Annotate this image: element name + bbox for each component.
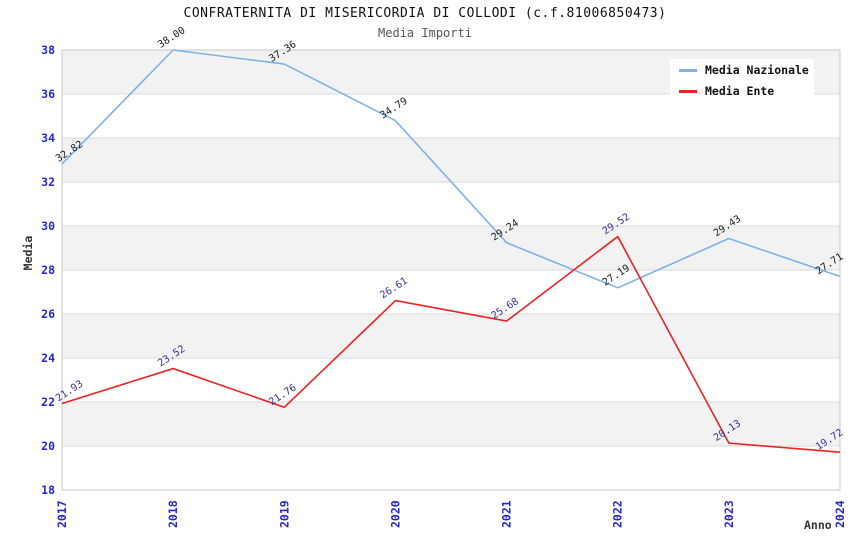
legend: Media Nazionale Media Ente xyxy=(670,59,814,102)
y-tick-label: 18 xyxy=(41,483,55,497)
media-nazionale-line-swatch-icon xyxy=(679,68,697,72)
y-tick-label: 30 xyxy=(41,219,55,233)
x-tick-label: 2018 xyxy=(166,500,180,528)
x-axis-title: Anno xyxy=(804,518,832,532)
y-tick-label: 38 xyxy=(41,43,55,57)
y-tick-label: 32 xyxy=(41,175,55,189)
x-tick-label: 2023 xyxy=(722,500,736,528)
x-tick-label: 2022 xyxy=(611,500,625,528)
series-line xyxy=(61,235,841,453)
x-tick-label: 2020 xyxy=(388,500,402,528)
chart-subtitle: Media Importi xyxy=(378,26,472,40)
y-axis-title: Media xyxy=(21,235,35,271)
series-line xyxy=(61,49,841,289)
x-tick-label: 2017 xyxy=(55,500,69,528)
legend-label: Media Nazionale xyxy=(705,63,809,77)
x-tick-label: 2019 xyxy=(277,500,291,528)
y-tick-label: 36 xyxy=(41,87,55,101)
y-tick-label: 28 xyxy=(41,263,55,277)
media-ente-line-swatch-icon xyxy=(679,89,697,93)
legend-label: Media Ente xyxy=(705,84,775,98)
chart-title: CONFRATERNITA DI MISERICORDIA DI COLLODI… xyxy=(183,6,667,21)
x-tick-label: 2024 xyxy=(833,500,847,528)
y-tick-label: 26 xyxy=(41,307,55,321)
x-tick-label: 2021 xyxy=(500,500,514,528)
y-tick-label: 20 xyxy=(41,439,55,453)
y-tick-label: 24 xyxy=(41,351,55,365)
y-tick-label: 22 xyxy=(41,395,55,409)
legend-item-media-nazionale: Media Nazionale xyxy=(679,63,809,77)
y-tick-label: 34 xyxy=(41,131,55,145)
legend-item-media-ente: Media Ente xyxy=(679,84,805,98)
